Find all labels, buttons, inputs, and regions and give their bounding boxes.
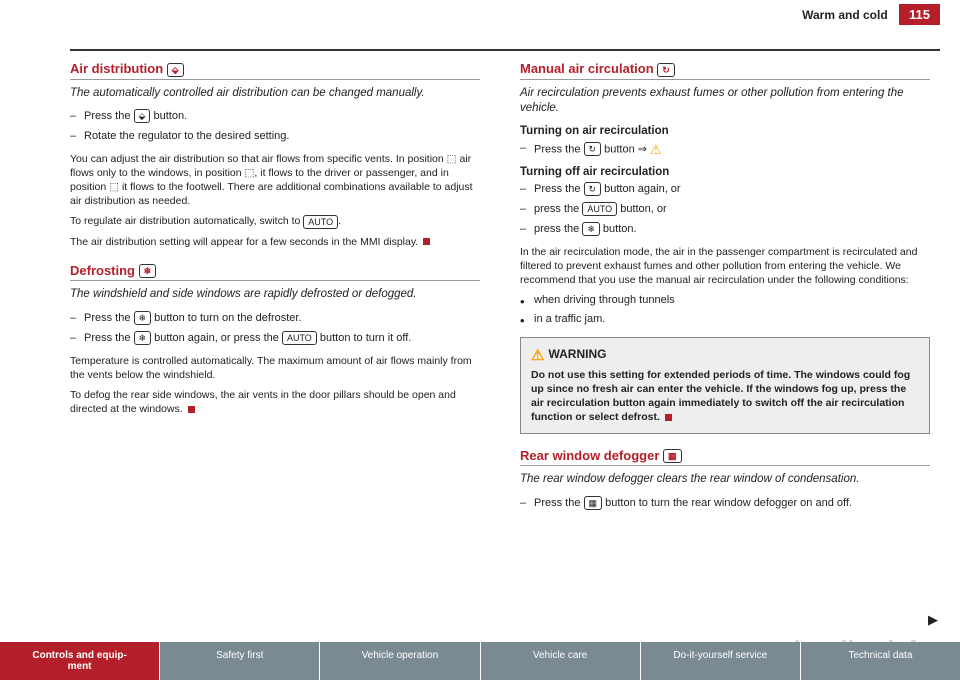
defrost-button-icon: ❄: [582, 222, 600, 236]
step-item: Press the ▦ button to turn the rear wind…: [520, 496, 930, 511]
warning-box: ⚠ WARNING Do not use this setting for ext…: [520, 337, 930, 434]
step-item: Press the ↻ button again, or: [520, 182, 930, 197]
footer-tab-controls[interactable]: Controls and equip-ment: [0, 642, 160, 680]
footer-tab-safety[interactable]: Safety first: [160, 642, 320, 680]
text-span: Do not use this setting for extended per…: [531, 369, 910, 424]
air-distribution-steps: Press the ⬙ button. Rotate the regulator…: [70, 109, 480, 144]
end-marker-icon: [188, 406, 195, 413]
heading-text: Rear window defogger: [520, 448, 659, 463]
heading-text: Manual air circulation: [520, 61, 654, 76]
air-dist-button-icon: ⬙: [134, 109, 151, 123]
rear-defog-icon: ▦: [663, 449, 682, 463]
text-span: button, or: [617, 203, 667, 215]
step-item: Press the ❄ button to turn on the defros…: [70, 311, 480, 326]
footer-tab-operation[interactable]: Vehicle operation: [320, 642, 480, 680]
right-column: Manual air circulation ↻ Air recirculati…: [520, 61, 930, 518]
heading-text: Air distribution: [70, 61, 163, 76]
auto-button-icon: AUTO: [282, 331, 317, 345]
rear-defogger-steps: Press the ▦ button to turn the rear wind…: [520, 496, 930, 511]
text-span: .: [338, 215, 341, 227]
defrosting-para2: To defog the rear side windows, the air …: [70, 388, 480, 416]
step-item: Press the ↻ button ⇒ ⚠: [520, 141, 930, 159]
defrost-icon: ❄: [139, 264, 157, 278]
air-distribution-para1: You can adjust the air distribution so t…: [70, 152, 480, 209]
recirc-button-icon: ↻: [584, 182, 602, 196]
page-header: Warm and cold 115: [0, 0, 960, 31]
step-item: press the ❄ button.: [520, 222, 930, 237]
step-item: Rotate the regulator to the desired sett…: [70, 129, 480, 144]
left-column: Air distribution ⬙ The automatically con…: [70, 61, 480, 518]
warning-title: ⚠ WARNING: [531, 346, 919, 364]
warning-title-text: WARNING: [548, 347, 606, 361]
defrosting-steps: Press the ❄ button to turn on the defros…: [70, 311, 480, 346]
warning-triangle-icon: ⚠: [650, 141, 662, 159]
defrosting-para1: Temperature is controlled automatically.…: [70, 354, 480, 382]
air-distribution-subtitle: The automatically controlled air distrib…: [70, 86, 480, 102]
footer-tab-diy[interactable]: Do-it-yourself service: [641, 642, 801, 680]
footer-tabs: Controls and equip-ment Safety first Veh…: [0, 642, 960, 680]
step-item: press the AUTO button, or: [520, 202, 930, 217]
bullet-item: in a traffic jam.: [520, 312, 930, 327]
recirc-on-heading: Turning on air recirculation: [520, 125, 930, 137]
text-span: To regulate air distribution automatical…: [70, 215, 303, 227]
step-item: Press the ❄ button again, or press the A…: [70, 331, 480, 346]
chapter-title: Warm and cold: [802, 8, 888, 22]
defrosting-subtitle: The windshield and side windows are rapi…: [70, 287, 480, 303]
recirculation-heading: Manual air circulation ↻: [520, 61, 930, 80]
auto-button-icon: AUTO: [303, 215, 338, 229]
recirculation-subtitle: Air recirculation prevents exhaust fumes…: [520, 86, 930, 117]
recirc-off-steps: Press the ↻ button again, or press the A…: [520, 182, 930, 237]
defrost-button-icon: ❄: [134, 311, 152, 325]
text-span: The air distribution setting will appear…: [70, 236, 418, 248]
recirc-para1: In the air recirculation mode, the air i…: [520, 245, 930, 288]
text-span: To defog the rear side windows, the air …: [70, 389, 456, 415]
rear-defogger-subtitle: The rear window defogger clears the rear…: [520, 472, 930, 488]
warning-body: Do not use this setting for extended per…: [531, 368, 919, 425]
air-dist-icon: ⬙: [167, 63, 184, 77]
recirc-bullets: when driving through tunnels in a traffi…: [520, 293, 930, 327]
rear-defog-button-icon: ▦: [584, 496, 603, 510]
footer-tab-care[interactable]: Vehicle care: [481, 642, 641, 680]
air-distribution-heading: Air distribution ⬙: [70, 61, 480, 80]
auto-button-icon: AUTO: [582, 202, 617, 216]
recirc-button-icon: ↻: [584, 142, 602, 156]
end-marker-icon: [665, 414, 672, 421]
text-span: press the: [534, 203, 582, 215]
defrosting-heading: Defrosting ❄: [70, 263, 480, 282]
air-distribution-para2: To regulate air distribution automatical…: [70, 214, 480, 228]
end-marker-icon: [423, 238, 430, 245]
bullet-item: when driving through tunnels: [520, 293, 930, 308]
content-columns: Air distribution ⬙ The automatically con…: [0, 51, 960, 518]
footer-tab-tech[interactable]: Technical data: [801, 642, 960, 680]
defrost-button-icon: ❄: [134, 331, 152, 345]
air-distribution-para3: The air distribution setting will appear…: [70, 235, 480, 249]
recirc-icon: ↻: [657, 63, 675, 77]
rear-defogger-heading: Rear window defogger ▦: [520, 448, 930, 467]
warning-triangle-icon: ⚠: [531, 346, 544, 364]
recirc-off-heading: Turning off air recirculation: [520, 166, 930, 178]
recirc-on-steps: Press the ↻ button ⇒ ⚠: [520, 141, 930, 159]
continue-arrow-icon: ▶: [928, 612, 938, 628]
heading-text: Defrosting: [70, 263, 135, 278]
step-item: Press the ⬙ button.: [70, 109, 480, 124]
page-number: 115: [899, 4, 940, 25]
